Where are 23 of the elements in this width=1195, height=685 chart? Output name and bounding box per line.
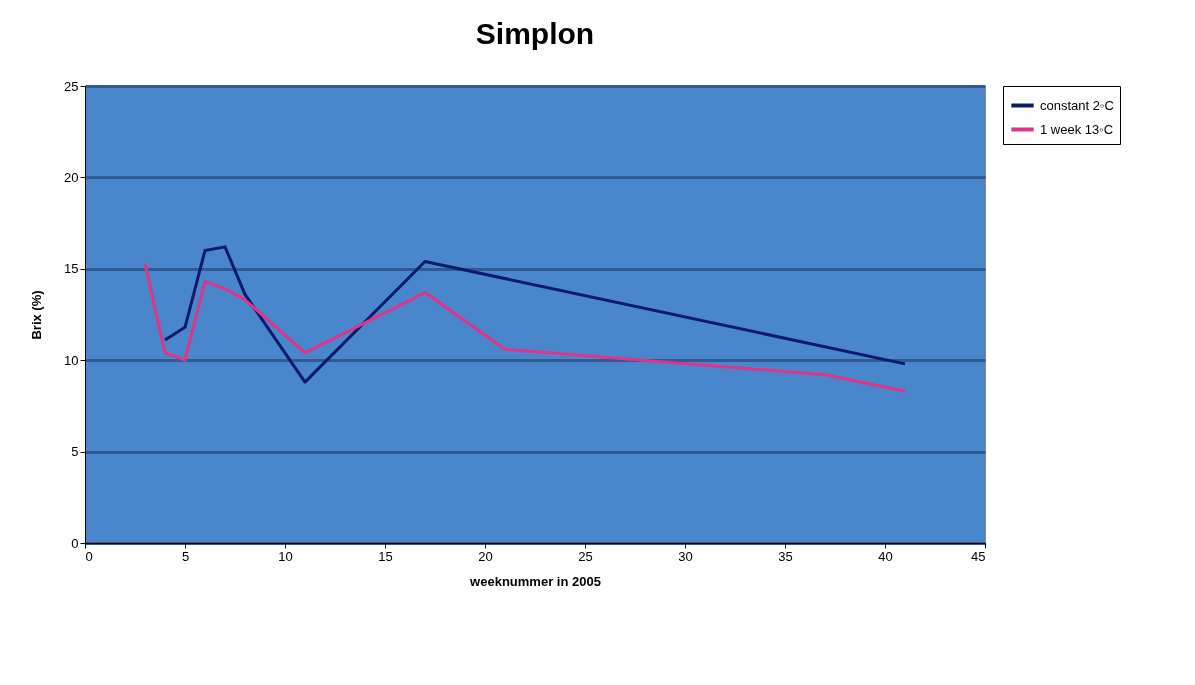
y-tick-label: 20 — [64, 169, 79, 185]
y-tick-label: 0 — [71, 535, 79, 551]
chart-title: Simplon — [475, 17, 595, 50]
x-tick-label: 25 — [578, 548, 593, 564]
y-tick-label: 15 — [64, 261, 79, 277]
x-tick-label: 35 — [778, 548, 793, 564]
x-tick-label: 40 — [878, 548, 893, 564]
line-series — [163, 245, 907, 384]
legend-label: constant 2◦C — [1040, 97, 1114, 113]
x-tick-label: 15 — [378, 548, 393, 564]
line-series — [143, 261, 907, 393]
y-tick-label: 25 — [64, 78, 79, 94]
x-tick-label: 30 — [678, 548, 693, 564]
x-axis-title: weeknummer in 2005 — [469, 573, 601, 589]
x-tick-label: 5 — [181, 548, 190, 564]
x-tick-label: 10 — [278, 548, 293, 564]
y-axis-title: Brix (%) — [29, 290, 45, 340]
x-tick-label: 45 — [971, 548, 986, 564]
x-tick-label: 0 — [85, 548, 93, 564]
y-tick-label: 5 — [71, 444, 79, 460]
x-tick-label: 20 — [478, 548, 493, 564]
legend-label: 1 week 13◦C — [1040, 121, 1114, 137]
y-tick-label: 10 — [64, 352, 79, 368]
